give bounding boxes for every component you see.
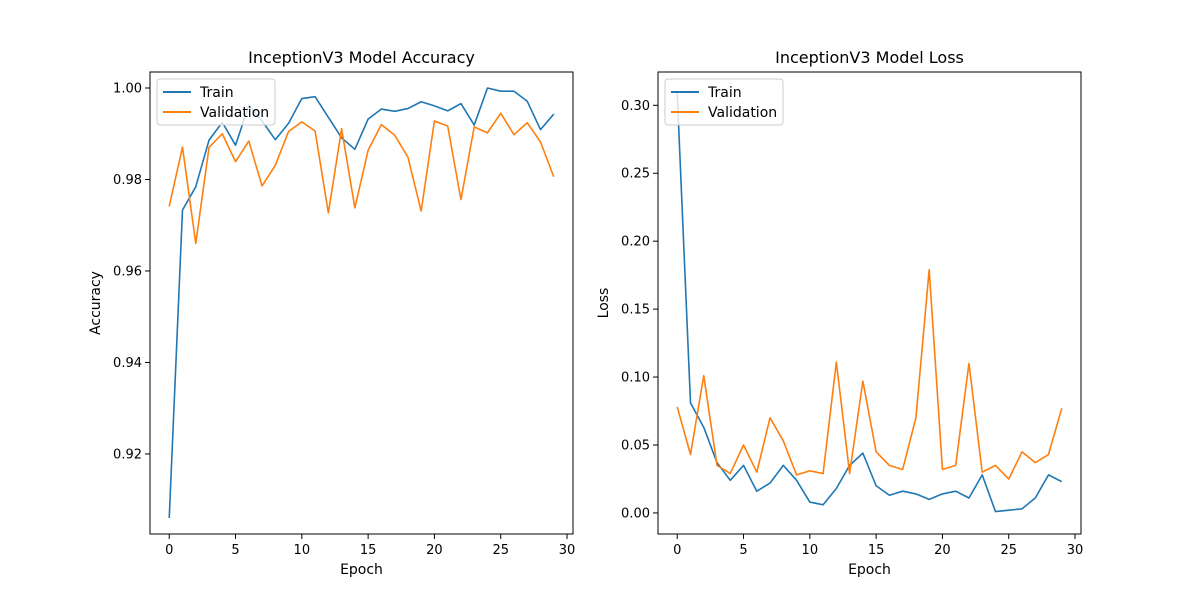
x-tick-label: 30 bbox=[559, 543, 576, 558]
y-tick-label: 0.15 bbox=[621, 303, 650, 318]
y-tick-label: 0.05 bbox=[621, 438, 650, 453]
legend-label-train: Train bbox=[199, 85, 234, 101]
chart-loss: 0 5 10 15 20 25 30 0.00 0.05 0.10 0.15 0.20 0.25 0.30… bbox=[596, 48, 1083, 578]
series-line-validation bbox=[676, 268, 1063, 480]
y-tick-label: 0.98 bbox=[113, 173, 142, 188]
y-tick-label: 0.25 bbox=[621, 167, 650, 182]
x-tick-label: 0 bbox=[673, 543, 681, 558]
legend-box bbox=[664, 78, 784, 126]
x-axis-label: Epoch bbox=[848, 562, 891, 578]
y-tick-label: 0.96 bbox=[113, 264, 142, 279]
legend: Train Validation bbox=[664, 78, 784, 126]
x-tick-label: 5 bbox=[739, 543, 747, 558]
x-tick-label: 20 bbox=[934, 543, 951, 558]
x-tick-label: 10 bbox=[294, 543, 311, 558]
legend-label-validation: Validation bbox=[200, 105, 269, 121]
y-axis-label: Loss bbox=[596, 288, 612, 319]
y-tick-label: 1.00 bbox=[113, 82, 142, 97]
x-axis-label: Epoch bbox=[340, 562, 383, 578]
chart-accuracy: 0 5 10 15 20 25 30 0.92 0.94 0.96 0.98 1.00 Inceptio… bbox=[88, 48, 575, 578]
axes-frame bbox=[149, 71, 574, 535]
x-tick-label: 15 bbox=[360, 543, 377, 558]
axes-frame bbox=[657, 71, 1082, 535]
y-tick-label: 0.10 bbox=[621, 371, 650, 386]
chart-title: InceptionV3 Model Loss bbox=[775, 48, 964, 67]
series-line-train bbox=[676, 93, 1063, 513]
x-tick-label: 20 bbox=[426, 543, 443, 558]
series-line-train bbox=[168, 87, 555, 519]
legend-label-train: Train bbox=[707, 85, 742, 101]
x-tick-label: 0 bbox=[165, 543, 173, 558]
x-tick-label: 25 bbox=[1000, 543, 1017, 558]
chart-title: InceptionV3 Model Accuracy bbox=[248, 48, 475, 67]
x-tick-label: 15 bbox=[868, 543, 885, 558]
x-tick-label: 10 bbox=[802, 543, 819, 558]
y-tick-label: 0.30 bbox=[621, 99, 650, 114]
x-tick-label: 25 bbox=[492, 543, 509, 558]
legend: Train Validation bbox=[156, 78, 276, 126]
legend-box bbox=[156, 78, 276, 126]
y-axis-label: Accuracy bbox=[88, 271, 104, 335]
y-tick-label: 0.92 bbox=[113, 447, 142, 462]
y-tick-label: 0.94 bbox=[113, 356, 142, 371]
y-tick-label: 0.20 bbox=[621, 235, 650, 250]
y-tick-label: 0.00 bbox=[621, 506, 650, 521]
x-tick-label: 30 bbox=[1067, 543, 1084, 558]
legend-label-validation: Validation bbox=[708, 105, 777, 121]
x-tick-label: 5 bbox=[231, 543, 239, 558]
series-line-validation bbox=[168, 112, 555, 245]
